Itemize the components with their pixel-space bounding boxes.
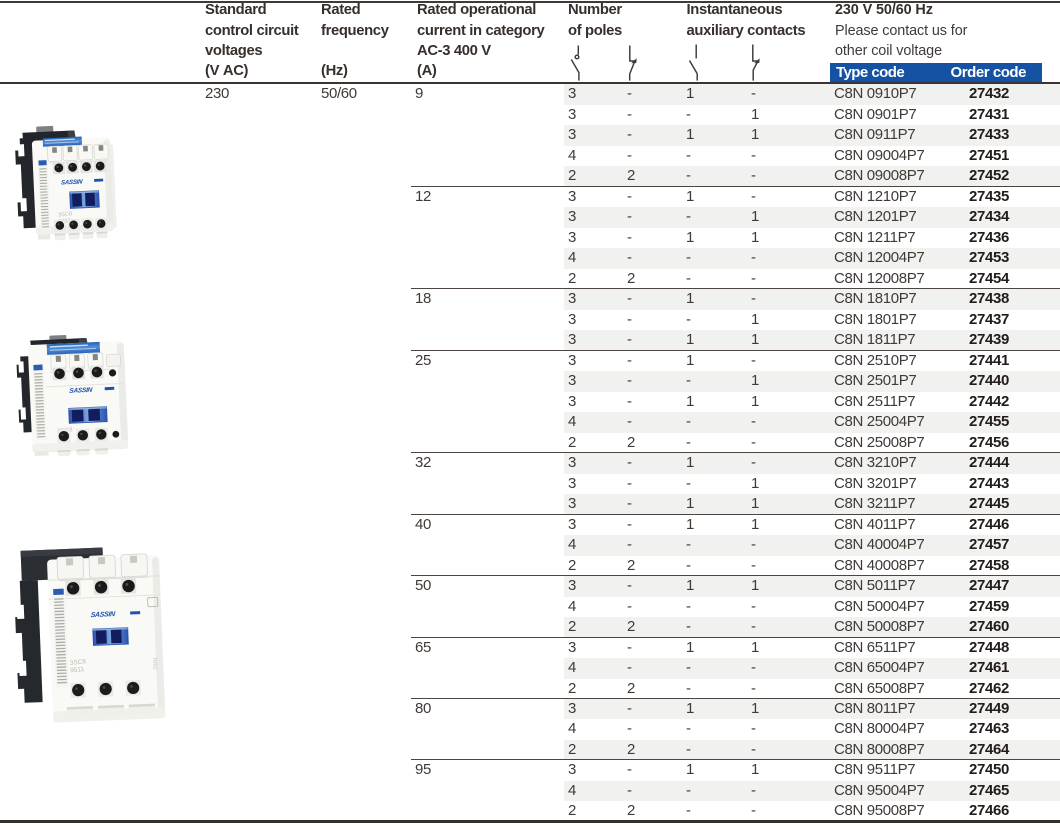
svg-text:3SC8: 3SC8	[70, 658, 87, 667]
svg-text:9511: 9511	[70, 666, 85, 675]
svg-text:SASSIN: SASSIN	[61, 179, 84, 187]
svg-text:3SC8: 3SC8	[58, 211, 73, 219]
svg-text:SASSIN: SASSIN	[90, 611, 116, 619]
svg-text:HRG: HRG	[151, 657, 157, 669]
svg-text:SASSIN: SASSIN	[69, 387, 93, 395]
